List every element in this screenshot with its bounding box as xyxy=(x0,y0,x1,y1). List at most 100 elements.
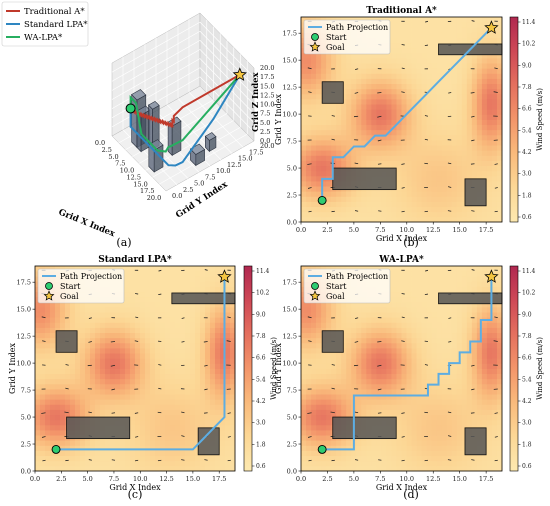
heatmap-cell xyxy=(105,337,111,344)
heatmap-cell xyxy=(461,342,468,349)
heatmap-cell xyxy=(371,409,377,416)
heatmap-cell xyxy=(45,368,51,375)
heatmap-cell xyxy=(205,312,211,318)
heatmap-cell xyxy=(351,211,357,218)
heatmap-cell xyxy=(431,93,438,100)
heatmap-cell xyxy=(436,114,443,120)
heatmap-cell xyxy=(115,394,121,400)
heatmap-cell xyxy=(421,181,428,187)
heatmap-cell xyxy=(456,104,463,110)
heatmap-cell xyxy=(35,399,41,405)
heatmap-cell xyxy=(386,342,392,349)
heatmap-cell xyxy=(391,104,397,110)
heatmap-cell xyxy=(491,73,498,79)
heatmap-cell xyxy=(130,430,136,436)
heatmap-cell xyxy=(35,455,41,462)
heatmap-cell xyxy=(341,206,347,213)
heatmap-cell xyxy=(346,78,352,85)
wind-arrow xyxy=(307,163,312,165)
heatmap-cell xyxy=(55,455,61,462)
heatmap-cell xyxy=(341,104,347,110)
heatmap-cell xyxy=(436,119,443,126)
heatmap-cell xyxy=(160,389,166,395)
heatmap-cell xyxy=(175,276,181,282)
heatmap-cell xyxy=(100,342,106,349)
heatmap-cell xyxy=(321,216,327,223)
heatmap-cell xyxy=(85,368,91,375)
heatmap-cell xyxy=(411,440,417,446)
heatmap-cell xyxy=(165,465,171,472)
heatmap-cell xyxy=(406,124,412,131)
heatmap-cell xyxy=(175,445,181,451)
colorbar-ticks: 0.61.83.04.25.46.67.89.010.211.4 xyxy=(518,19,536,221)
heatmap-cell xyxy=(165,322,171,328)
heatmap-cell xyxy=(386,337,392,344)
heatmap-cell xyxy=(416,378,422,385)
heatmap-cell xyxy=(406,196,412,202)
heatmap-cell xyxy=(401,68,407,74)
heatmap-cell xyxy=(80,460,86,467)
heatmap-cell xyxy=(40,368,46,375)
heatmap-cell xyxy=(381,191,387,197)
heatmap-cell xyxy=(491,150,498,156)
heatmap-cell xyxy=(451,150,458,156)
heatmap-cell xyxy=(346,93,352,100)
heatmap-cell xyxy=(200,301,206,308)
heatmap-cell xyxy=(326,327,332,334)
heatmap-cell xyxy=(446,430,453,436)
heatmap-cell xyxy=(391,327,397,334)
heatmap-cell xyxy=(401,52,407,59)
heatmap-cell xyxy=(456,119,463,126)
heatmap-cell xyxy=(461,419,468,426)
heatmap-cell xyxy=(491,196,498,202)
panel-b-heatmap: 0.0 2.5 5.0 7.5 10.0 12.5 15.0 17.50.02.55.07.5… xyxy=(274,6,544,249)
heatmap-cell xyxy=(421,455,428,462)
heatmap-cell xyxy=(451,216,458,223)
heatmap-cell xyxy=(301,460,307,467)
heatmap-cell xyxy=(80,368,86,375)
heatmap-cell xyxy=(426,378,433,385)
heatmap-cell xyxy=(50,342,56,349)
heatmap-cell xyxy=(371,119,377,126)
heatmap-cell xyxy=(140,368,146,375)
heatmap-cell xyxy=(346,409,352,416)
heatmap-cell xyxy=(421,175,428,182)
heatmap-cell xyxy=(190,301,196,308)
legend-label-3: WA-LPA* xyxy=(24,33,63,43)
heatmap-cell xyxy=(120,389,126,395)
heatmap-cell xyxy=(125,378,131,385)
y-tick-label: 17.5 xyxy=(249,148,263,156)
heatmap-cell xyxy=(406,155,412,161)
heatmap-cell xyxy=(396,17,402,23)
heatmap-cell xyxy=(155,424,161,431)
heatmap-cell xyxy=(416,206,422,213)
heatmap-cell xyxy=(436,109,443,115)
heatmap-cell xyxy=(491,216,498,223)
heatmap-cell xyxy=(361,216,367,223)
heatmap-cell xyxy=(496,73,503,79)
heatmap-cell xyxy=(491,201,498,208)
heatmap-cell xyxy=(115,445,121,451)
heatmap-cell xyxy=(70,373,76,380)
heatmap-cell xyxy=(451,460,458,467)
heatmap-cell xyxy=(45,307,51,313)
heatmap-cell xyxy=(205,363,211,369)
heatmap-cell xyxy=(436,358,443,364)
heatmap-cell xyxy=(220,389,226,395)
wind-arrow xyxy=(157,411,162,414)
heatmap-cell xyxy=(155,317,161,323)
heatmap-cell xyxy=(321,455,327,462)
heatmap-cell xyxy=(461,332,468,339)
heatmap-cell xyxy=(50,358,56,364)
heatmap-cell xyxy=(426,465,433,472)
heatmap-cell xyxy=(55,419,61,426)
heatmap-cell xyxy=(416,389,422,395)
x-tick-label: 12.5 xyxy=(159,475,173,483)
heatmap-cell xyxy=(200,276,206,282)
heatmap-cell xyxy=(486,83,493,90)
heatmap-cell xyxy=(326,196,332,202)
heatmap-cell xyxy=(391,440,397,446)
heatmap-cell xyxy=(441,399,448,405)
heatmap-cell xyxy=(401,312,407,318)
heatmap-cell xyxy=(411,465,417,472)
